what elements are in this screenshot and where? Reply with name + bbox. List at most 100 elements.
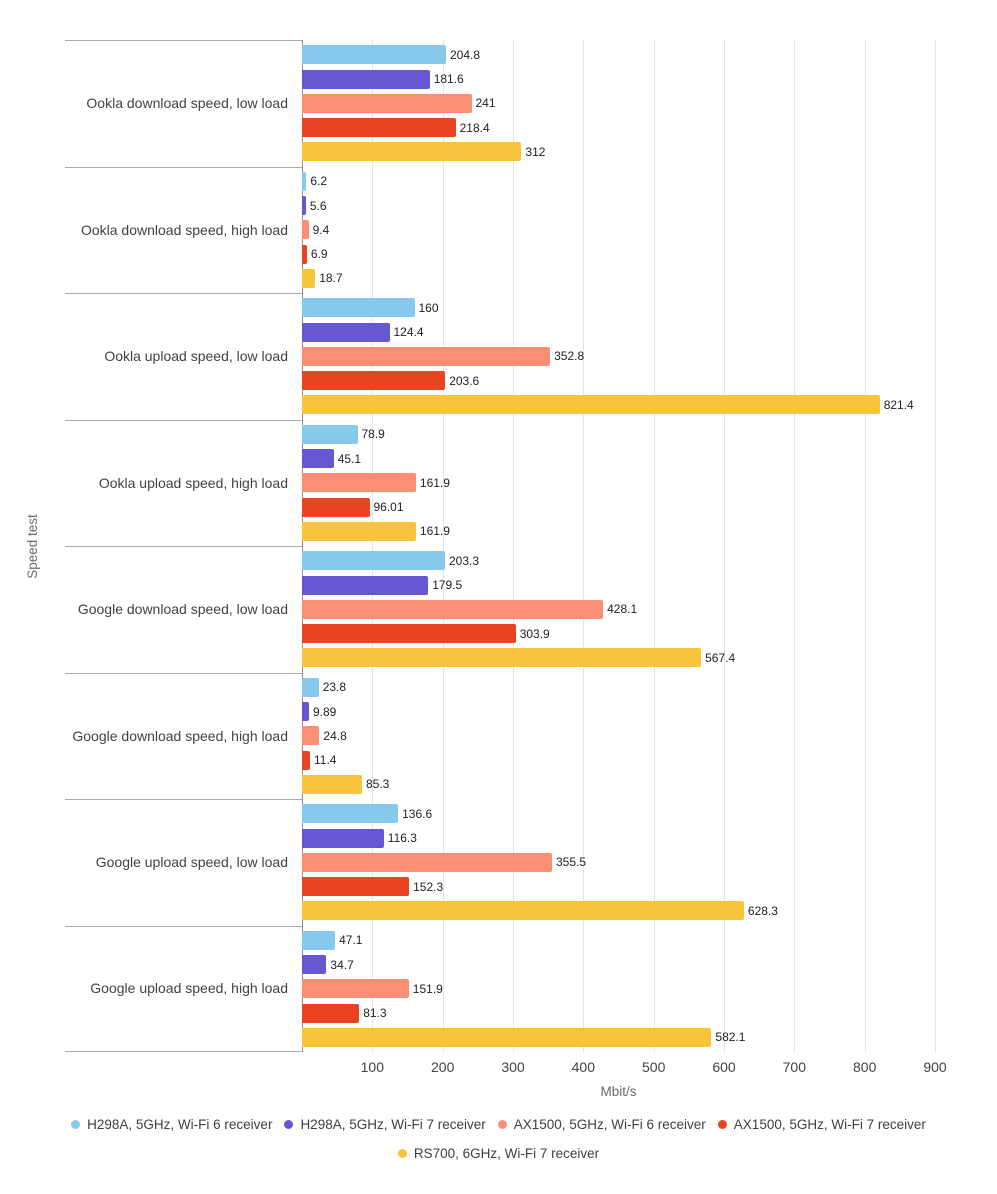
bar — [302, 449, 334, 468]
bar — [302, 599, 604, 619]
bar-group: 6.2 5.6 9.4 6.9 18.7 — [302, 167, 997, 294]
bar-row: 47.1 — [302, 930, 997, 950]
value-label: 218.4 — [459, 120, 490, 135]
value-label: 203.6 — [449, 373, 480, 388]
bar-row: 152.3 — [302, 877, 997, 896]
bar-row: 312 — [302, 142, 997, 162]
value-label: 203.3 — [449, 553, 480, 568]
value-label: 18.7 — [319, 271, 343, 286]
bar — [302, 118, 456, 137]
value-label: 355.5 — [556, 855, 587, 870]
value-label: 152.3 — [413, 879, 444, 894]
value-label: 85.3 — [366, 777, 390, 792]
category-label-cell: Google upload speed, high load — [65, 925, 302, 1052]
value-label: 179.5 — [432, 578, 463, 592]
value-label: 241 — [475, 96, 496, 111]
bar-row: 18.7 — [302, 268, 997, 288]
category-label: Google download speed, high load — [72, 727, 288, 744]
bar-row: 151.9 — [302, 979, 997, 999]
bar-row: 241 — [302, 93, 997, 113]
legend-dot-icon — [71, 1120, 81, 1129]
x-tick-label: 700 — [782, 1059, 806, 1075]
value-label: 567.4 — [705, 650, 736, 665]
bar-row: 9.4 — [302, 220, 997, 240]
bar — [302, 804, 399, 824]
bar-row: 628.3 — [302, 901, 997, 921]
legend-item: RS700, 6GHz, Wi-Fi 7 receiver — [397, 1146, 600, 1161]
bar-row: 136.6 — [302, 804, 997, 824]
value-label: 151.9 — [412, 981, 443, 996]
x-tick-label: 200 — [431, 1059, 455, 1075]
bar — [302, 1027, 712, 1047]
category-group: Google download speed, low load 203.3 179.… — [0, 546, 997, 673]
bar — [302, 346, 551, 366]
legend-dot-icon — [717, 1120, 727, 1129]
left-gutter-spacer — [0, 40, 65, 167]
bar — [302, 677, 319, 697]
legend-label: H298A, 5GHz, Wi-Fi 6 receiver — [87, 1117, 273, 1132]
bar-group: 78.9 45.1 161.9 96.01 161.9 — [302, 420, 997, 547]
value-label: 628.3 — [747, 903, 778, 918]
bar — [302, 424, 358, 444]
x-tick-label: 600 — [712, 1059, 736, 1075]
bar-row: 24.8 — [302, 726, 997, 746]
category-label: Ookla download speed, low load — [86, 95, 288, 111]
x-axis-title: Mbit/s — [600, 1084, 637, 1099]
value-label: 45.1 — [337, 451, 362, 466]
bar — [302, 268, 316, 288]
value-label: 6.2 — [310, 174, 328, 189]
bar — [302, 196, 306, 215]
value-label: 78.9 — [361, 427, 385, 442]
x-tick-label: 100 — [360, 1059, 384, 1075]
legend-item: H298A, 5GHz, Wi-Fi 7 receiver — [284, 1117, 486, 1132]
legend-dot-icon — [497, 1120, 507, 1129]
value-label: 428.1 — [607, 602, 638, 617]
bar-group: 47.1 34.7 151.9 81.3 582.1 — [302, 926, 997, 1053]
value-label: 23.8 — [322, 680, 347, 695]
bar — [302, 575, 429, 595]
value-label: 124.4 — [393, 325, 424, 339]
bar — [302, 298, 415, 318]
bar-row: 203.6 — [302, 371, 997, 390]
left-gutter-spacer — [0, 293, 65, 420]
bar-row: 5.6 — [302, 196, 997, 215]
x-tick-label: 800 — [853, 1059, 877, 1075]
bar — [302, 521, 416, 541]
value-label: 352.8 — [554, 349, 585, 364]
bar — [302, 244, 307, 264]
bar — [302, 774, 362, 794]
bar — [302, 69, 430, 89]
bar-row: 124.4 — [302, 322, 997, 342]
category-label: Ookla upload speed, low load — [104, 348, 288, 364]
bar-row: 96.01 — [302, 497, 997, 517]
bar-row: 81.3 — [302, 1003, 997, 1023]
bar-row: 203.3 — [302, 551, 997, 571]
category-label: Google download speed, low load — [77, 601, 288, 617]
bar-group: 23.8 9.89 24.8 11.4 85.3 — [302, 673, 997, 800]
value-label: 181.6 — [433, 72, 464, 86]
category-label: Google upload speed, low load — [95, 854, 288, 870]
bar — [302, 828, 384, 848]
value-label: 11.4 — [314, 753, 337, 767]
category-group: Ookla download speed, low load 204.8 181.6… — [0, 40, 997, 167]
bar-row: 181.6 — [302, 69, 997, 89]
bar-row: 160 — [302, 298, 997, 318]
value-label: 821.4 — [883, 397, 914, 412]
bar — [302, 551, 445, 571]
bar-row: 204.8 — [302, 45, 997, 65]
bar — [302, 371, 446, 390]
value-label: 116.3 — [387, 831, 417, 845]
legend-label: H298A, 5GHz, Wi-Fi 7 receiver — [300, 1117, 486, 1132]
bar-row: 218.4 — [302, 118, 997, 137]
value-label: 24.8 — [323, 728, 347, 743]
bar — [302, 322, 390, 342]
bar-row: 6.9 — [302, 244, 997, 264]
bar — [302, 979, 409, 999]
bar-row: 85.3 — [302, 774, 997, 794]
category-group: Google download speed, high load 23.8 9.89… — [0, 672, 997, 800]
bar — [302, 930, 336, 950]
category-label-cell: Google download speed, low load — [65, 546, 302, 673]
left-gutter-spacer — [0, 546, 65, 673]
legend-label: RS700, 6GHz, Wi-Fi 7 receiver — [413, 1146, 600, 1161]
bar-row: 23.8 — [302, 677, 997, 697]
